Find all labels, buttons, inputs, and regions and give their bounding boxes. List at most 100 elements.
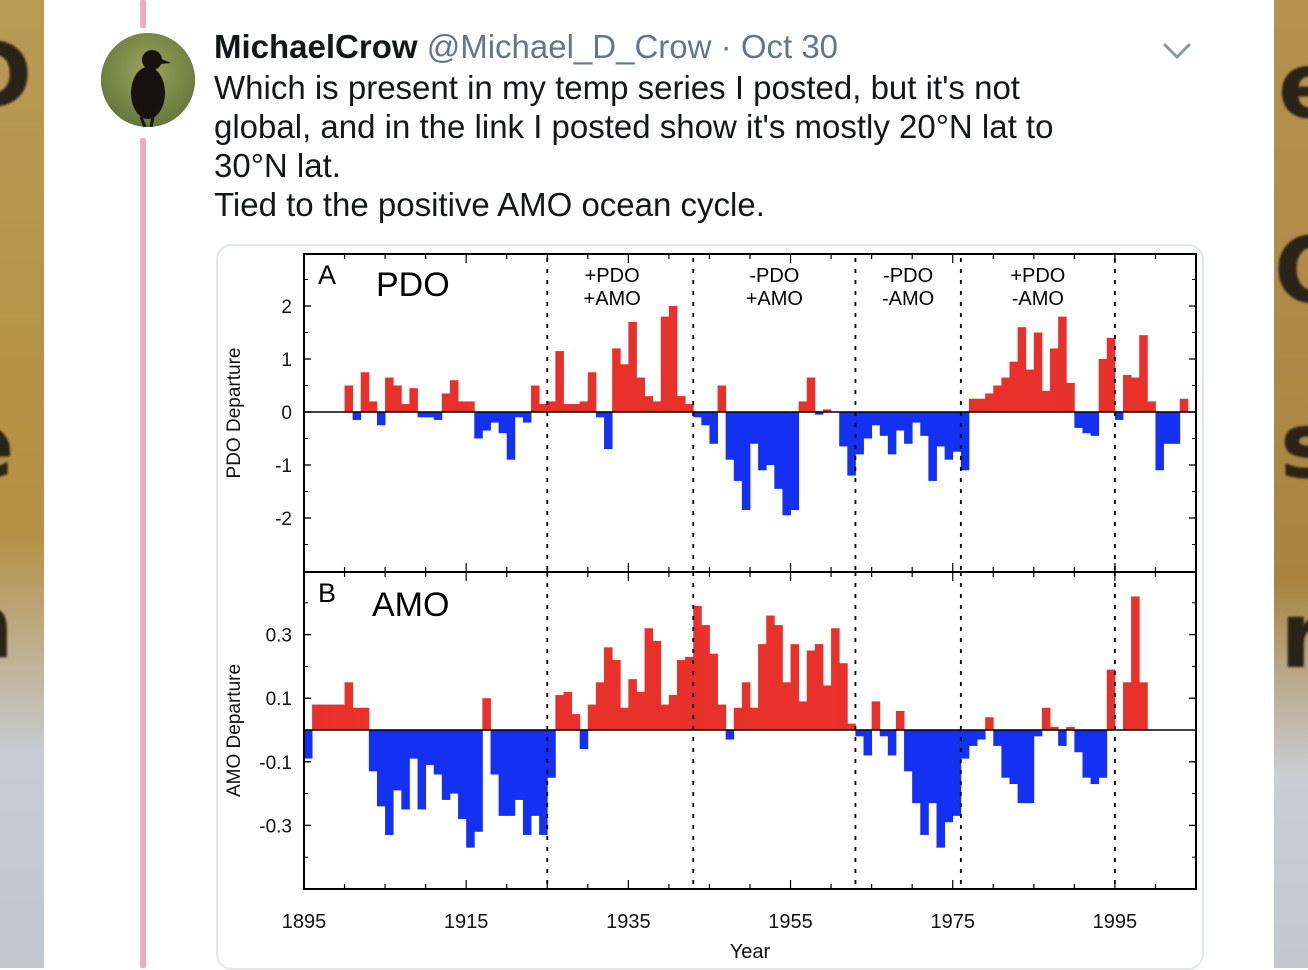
chart-bar bbox=[474, 412, 483, 439]
shared-axis: 1895 1915 1935 1955 1975 1995 Year bbox=[282, 911, 1137, 963]
chart-bar bbox=[425, 412, 435, 418]
chart-bar bbox=[506, 412, 516, 460]
chart-bar bbox=[376, 412, 386, 426]
chart-bar bbox=[539, 730, 548, 835]
tweet-date[interactable]: Oct 30 bbox=[740, 28, 839, 65]
chart-bar bbox=[1041, 390, 1051, 412]
chart-bar bbox=[393, 385, 402, 412]
chart-bar bbox=[328, 704, 337, 730]
chart-bar bbox=[563, 404, 572, 412]
tweet-menu-button[interactable] bbox=[1159, 36, 1195, 66]
x-tick-label: 1975 bbox=[930, 911, 975, 933]
regime-label: -AMO bbox=[882, 288, 934, 310]
chart-bar bbox=[660, 704, 670, 730]
chart-bar bbox=[636, 691, 645, 730]
chart-bar bbox=[693, 412, 702, 418]
background-glyph: D bbox=[0, 30, 32, 122]
chart-bar bbox=[385, 377, 394, 412]
chart-bar bbox=[944, 412, 954, 460]
chart-bar bbox=[514, 412, 524, 418]
chart-bar bbox=[766, 615, 775, 730]
panel-b-amo: 0.3 0.1 -0.1 -0.3 B AMO AMO Departure bbox=[224, 571, 1197, 890]
chart-bar bbox=[595, 412, 605, 418]
chart-bar bbox=[612, 348, 621, 412]
chart-bar bbox=[1050, 726, 1059, 730]
chart-bar bbox=[822, 685, 832, 730]
tweet-text-line: 30°N lat. bbox=[214, 147, 341, 184]
chart-bar bbox=[352, 707, 362, 730]
chart-bar bbox=[571, 714, 581, 730]
chart-bar bbox=[912, 412, 921, 423]
x-tick-label: 1995 bbox=[1093, 911, 1138, 933]
chart-bar bbox=[652, 401, 662, 412]
chart-bar bbox=[490, 412, 500, 423]
author-handle[interactable]: @Michael_D_Crow bbox=[426, 28, 712, 65]
thread-line-top bbox=[140, 0, 146, 28]
chart-bar bbox=[993, 385, 1002, 412]
chart-bar bbox=[474, 730, 483, 832]
chart-bar bbox=[579, 401, 589, 412]
chart-bar bbox=[677, 396, 686, 412]
regime-label: +AMO bbox=[584, 288, 641, 310]
chart-bar bbox=[758, 644, 767, 730]
chart-bar bbox=[685, 656, 694, 730]
tweet-image[interactable]: 2 1 0 -1 -2 A PDO PDO Departure +PDO +AMO -PDO +AMO… bbox=[216, 244, 1204, 970]
background-glyph: a bbox=[0, 580, 14, 672]
regime-label: -PDO bbox=[749, 265, 799, 287]
y-tick-label: 0.1 bbox=[266, 689, 292, 710]
panel-frame bbox=[303, 571, 1197, 890]
chart-bar bbox=[814, 412, 824, 415]
chart-bar bbox=[709, 653, 718, 730]
chart-bar bbox=[668, 306, 678, 412]
avatar[interactable] bbox=[101, 33, 195, 127]
chart-bar bbox=[1082, 730, 1091, 778]
x-axis-label: Year bbox=[730, 941, 771, 963]
chart-bar bbox=[587, 704, 597, 730]
chart-bar bbox=[1066, 726, 1075, 730]
chart-bar bbox=[1025, 369, 1035, 412]
chart-bar bbox=[547, 730, 556, 778]
chart-bar bbox=[352, 412, 362, 420]
chart-bar bbox=[1147, 401, 1156, 412]
chart-bar bbox=[1163, 412, 1173, 444]
y-tick-label: -2 bbox=[275, 509, 292, 530]
regime-label: -PDO bbox=[883, 265, 933, 287]
chart-bar bbox=[604, 647, 613, 730]
chart-bar bbox=[579, 730, 589, 750]
chart-bar bbox=[360, 707, 370, 730]
chart-bar bbox=[936, 730, 946, 848]
chart-bar bbox=[660, 316, 670, 412]
chart-bar bbox=[798, 401, 808, 412]
chart-bar bbox=[936, 412, 946, 447]
tweet-text-line: global, and in the link I posted show it… bbox=[214, 108, 1054, 145]
chart-bar bbox=[1001, 730, 1010, 778]
chart-bar bbox=[668, 695, 678, 730]
chart-bar bbox=[1082, 412, 1091, 434]
chart-bar bbox=[725, 730, 735, 740]
chart-bar bbox=[993, 730, 1002, 746]
chart-bar bbox=[960, 412, 970, 471]
chart-bar bbox=[644, 628, 654, 730]
chart-bar bbox=[1058, 316, 1067, 412]
chart-bar bbox=[709, 412, 718, 444]
chart-bar bbox=[1009, 361, 1018, 412]
chart-bar bbox=[401, 730, 410, 810]
chart-bar bbox=[685, 404, 694, 412]
y-tick-label: 2 bbox=[281, 297, 292, 318]
chart-bar bbox=[539, 404, 548, 412]
chart-bar bbox=[433, 412, 443, 420]
chart-bar bbox=[336, 704, 345, 730]
chart-bar bbox=[701, 412, 710, 426]
chart-bar bbox=[693, 605, 702, 730]
chart-bar bbox=[920, 730, 929, 835]
chart-bar bbox=[1074, 412, 1083, 428]
y-tick-label: -0.3 bbox=[259, 816, 292, 837]
regime-label: +PDO bbox=[585, 265, 640, 287]
chart-bar bbox=[968, 398, 978, 412]
chart-bar bbox=[863, 730, 873, 756]
chart-bar bbox=[887, 412, 897, 455]
chart-bar bbox=[774, 412, 783, 489]
chart-bar bbox=[831, 628, 840, 730]
x-tick-label: 1915 bbox=[444, 911, 489, 933]
author-name[interactable]: MichaelCrow bbox=[214, 28, 418, 65]
